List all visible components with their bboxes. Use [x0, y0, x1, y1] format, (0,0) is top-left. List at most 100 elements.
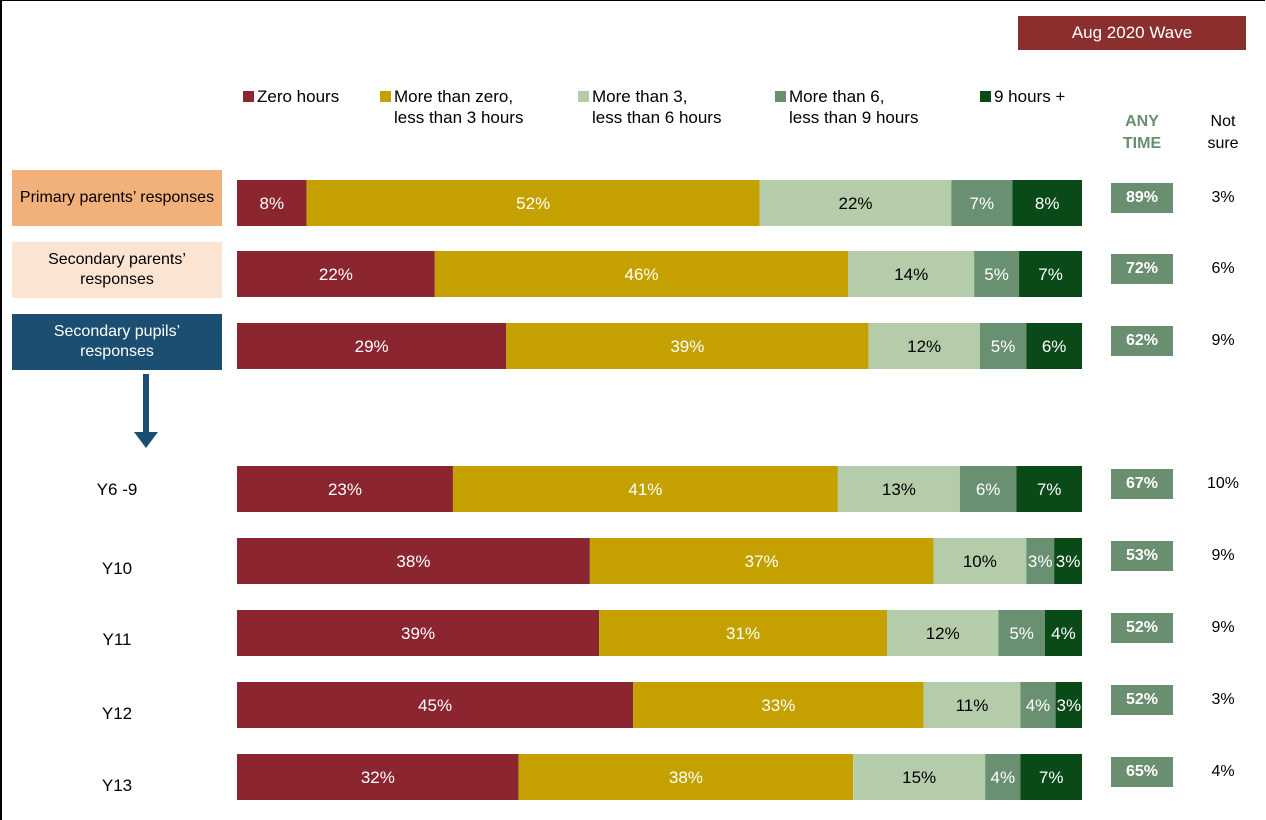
legend-item: More than 3, less than 6 hours [578, 86, 721, 128]
bar-value-label: 4% [1026, 696, 1051, 715]
bar-value-label: 7% [970, 194, 995, 213]
bar-value-label: 52% [516, 194, 550, 213]
any-time-value: 72% [1111, 254, 1173, 284]
bar-segment [452, 466, 838, 512]
bar-value-label: 23% [328, 480, 362, 499]
bar-segment [599, 610, 887, 656]
not-sure-value: 10% [1206, 475, 1240, 492]
wave-badge: Aug 2020 Wave [1018, 16, 1246, 50]
any-time-value: 52% [1111, 685, 1173, 715]
bar-value-label: 3% [1028, 552, 1053, 571]
bar-segment [1026, 538, 1055, 584]
bar-segment [506, 323, 869, 369]
bar-value-label: 11% [956, 696, 989, 715]
bar-value-label: 15% [902, 768, 936, 787]
legend-label: More than 6, less than 9 hours [789, 87, 919, 127]
bar-segment [887, 610, 999, 656]
row-label-y13: Y13 [101, 776, 133, 795]
bar-segment [974, 251, 1020, 297]
any-time-value: 65% [1111, 757, 1173, 787]
bar-value-label: 6% [976, 480, 1001, 499]
bar-segment [998, 610, 1045, 656]
not-sure-value: 9% [1211, 619, 1235, 636]
bar-segment [237, 610, 600, 656]
legend-swatch [980, 91, 991, 102]
any-time-value: 52% [1111, 613, 1173, 643]
not-sure-value: 4% [1211, 763, 1235, 780]
bar-value-label: 46% [625, 265, 659, 284]
bar-segment [589, 538, 934, 584]
bar-segment [237, 538, 590, 584]
bar-value-label: 38% [669, 768, 703, 787]
bar-value-label: 14% [894, 265, 928, 284]
bar-segment [848, 251, 975, 297]
bar-value-label: 12% [907, 337, 941, 356]
row-label-y12: Y12 [101, 704, 133, 723]
bar-segment [518, 754, 854, 800]
legend-item: More than zero, less than 3 hours [380, 86, 523, 128]
bar-segment [237, 754, 519, 800]
not-sure-value: 3% [1211, 189, 1235, 206]
legend-label: Zero hours [257, 87, 340, 106]
legend-item: More than 6, less than 9 hours [775, 86, 918, 128]
bar-segment [759, 180, 952, 226]
bar-value-label: 8% [1035, 194, 1060, 213]
bar-segment [868, 323, 980, 369]
legend-swatch [380, 91, 391, 102]
bar-value-label: 32% [361, 768, 395, 787]
legend-label: More than zero, less than 3 hours [394, 87, 524, 127]
legend-item: 9 hours + [980, 86, 1065, 107]
legend-swatch [775, 91, 786, 102]
bar-value-label: 31% [726, 624, 760, 643]
not-sure-value: 9% [1211, 332, 1235, 349]
any-time-value: 89% [1111, 183, 1173, 213]
bar-value-label: 7% [1039, 768, 1064, 787]
group-label-secondary-pupils: Secondary pupils’ responses [12, 314, 222, 370]
down-arrow-icon [134, 432, 158, 448]
bar-segment [837, 466, 960, 512]
bar-value-label: 7% [1037, 480, 1062, 499]
bar-segment [985, 754, 1021, 800]
bar-value-label: 39% [670, 337, 704, 356]
not-sure-value: 6% [1211, 260, 1235, 277]
bar-value-label: 33% [761, 696, 795, 715]
any-time-value: 62% [1111, 326, 1173, 356]
bar-value-label: 39% [401, 624, 435, 643]
bar-value-label: 5% [991, 337, 1016, 356]
bar-segment [1020, 682, 1056, 728]
bar-value-label: 6% [1042, 337, 1067, 356]
bar-segment [1020, 754, 1082, 800]
bar-segment [237, 251, 435, 297]
legend-swatch [578, 91, 589, 102]
bar-segment [1019, 251, 1082, 297]
bar-value-label: 37% [745, 552, 779, 571]
bar-value-label: 22% [838, 194, 872, 213]
group-label-primary-parents: Primary parents’ responses [12, 170, 222, 226]
group-label-secondary-parents: Secondary parents’ responses [12, 242, 222, 298]
bar-segment [1055, 682, 1082, 728]
any-time-header: ANY TIME [1122, 113, 1162, 152]
bar-segment [1054, 538, 1082, 584]
bar-value-label: 29% [355, 337, 389, 356]
bar-segment [933, 538, 1027, 584]
bar-value-label: 10% [963, 552, 997, 571]
bar-value-label: 45% [418, 696, 452, 715]
bar-value-label: 41% [628, 480, 662, 499]
legend-label: 9 hours + [994, 87, 1066, 106]
any-time-value: 67% [1111, 469, 1173, 499]
bar-segment [979, 323, 1027, 369]
row-label-y6-9: Y6 -9 [96, 480, 138, 499]
bar-segment [237, 323, 507, 369]
bar-value-label: 3% [1056, 552, 1081, 571]
bar-value-label: 7% [1038, 265, 1063, 284]
any-time-value: 53% [1111, 541, 1173, 571]
not-sure-value: 9% [1211, 547, 1235, 564]
legend-label: More than 3, less than 6 hours [592, 87, 722, 127]
bar-value-label: 8% [260, 194, 285, 213]
bar-value-label: 13% [882, 480, 916, 499]
row-label-y10: Y10 [101, 559, 133, 578]
bar-value-label: 5% [984, 265, 1009, 284]
bar-segment [633, 682, 924, 728]
